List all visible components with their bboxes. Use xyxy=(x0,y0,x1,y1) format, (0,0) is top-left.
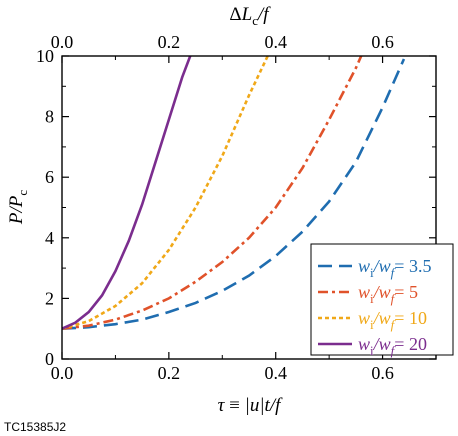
legend-box xyxy=(310,243,454,356)
y-tick-label: 6 xyxy=(45,167,54,187)
x-tick-label: 0.0 xyxy=(51,363,74,383)
figure-code: TC15385J2 xyxy=(4,420,66,434)
y-tick-label: 2 xyxy=(45,288,54,308)
legend-label-4: wi/wf= 20 xyxy=(358,334,427,358)
legend-label-3: wi/wf= 10 xyxy=(358,308,427,332)
series-line-2 xyxy=(62,56,363,330)
legend-label-2: wi/wf= 5 xyxy=(358,282,418,306)
y-tick-label: 8 xyxy=(45,107,54,127)
plot-frame xyxy=(61,55,437,360)
y-axis-label: P/Pc xyxy=(6,190,30,226)
y-tick-label: 4 xyxy=(45,228,54,248)
top-axis-label: ΔLc/f xyxy=(229,4,271,28)
x-ticks: 0.0 0.2 0.4 0.6 xyxy=(51,56,394,383)
x2-tick-label: 0.6 xyxy=(371,32,394,52)
series-line-4 xyxy=(62,56,192,330)
series-line-3 xyxy=(62,56,269,330)
series-line-1 xyxy=(62,58,406,330)
x2-ticks: 0.0 0.2 0.4 0.6 xyxy=(51,32,394,63)
x-tick-label: 0.6 xyxy=(371,363,394,383)
y-tick-label: 0 xyxy=(45,349,54,369)
svg-text:τ ≡ |u|t/f: τ ≡ |u|t/f xyxy=(218,395,284,416)
x2-tick-label: 0.0 xyxy=(51,32,74,52)
legend-label-1: wi/wf= 3.5 xyxy=(358,256,431,280)
top-axis-label-main: L xyxy=(241,4,253,25)
svg-text:ΔLc/f: ΔLc/f xyxy=(229,4,271,28)
y-tick-label: 10 xyxy=(36,46,54,66)
svg-text:P/Pc: P/Pc xyxy=(6,190,30,226)
bottom-axis-label: τ ≡ |u|t/f xyxy=(218,395,284,416)
x-tick-label: 0.2 xyxy=(158,363,181,383)
x2-tick-label: 0.2 xyxy=(158,32,181,52)
x-tick-label: 0.4 xyxy=(264,363,287,383)
x2-tick-label: 0.4 xyxy=(264,32,287,52)
series-group xyxy=(62,56,406,330)
